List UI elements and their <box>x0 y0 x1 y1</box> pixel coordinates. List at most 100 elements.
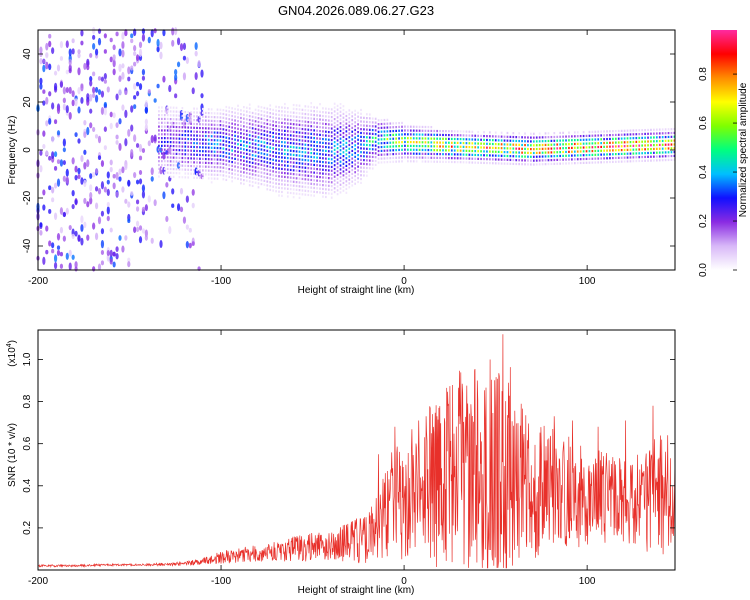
spectrogram-cell <box>322 118 324 121</box>
spectrogram-cell <box>450 157 453 160</box>
spectrogram-cell <box>512 135 515 139</box>
spectrogram-cell <box>269 108 272 111</box>
spectrogram-cell <box>325 138 327 141</box>
spectrogram-cell <box>190 153 192 156</box>
spectrogram-cell <box>383 130 386 133</box>
spectrogram-cell <box>213 177 216 180</box>
spectrogram-cell <box>626 152 629 155</box>
spectrogram-cell <box>325 111 327 114</box>
spectrogram-cell <box>401 129 403 132</box>
spectrogram-cell <box>281 121 283 124</box>
spectrogram-cell <box>325 122 327 126</box>
spectrogram-cell <box>515 162 518 166</box>
spectrogram-cell <box>286 145 289 148</box>
spectrogram-cell <box>477 134 480 137</box>
spectrogram-cell <box>182 72 187 81</box>
spectrogram-cell <box>163 152 166 155</box>
spectrogram-cell <box>363 135 365 139</box>
spectrogram-cell <box>509 135 512 139</box>
spectrogram-cell <box>204 131 207 134</box>
spectrogram-cell <box>240 113 242 116</box>
spectrogram-cell <box>172 118 175 121</box>
spectrogram-cell <box>185 241 189 249</box>
spectrogram-cell <box>471 130 474 133</box>
spectrogram-cell <box>289 118 292 122</box>
spectrogram-cell <box>363 143 365 146</box>
spectrogram-cell <box>357 111 359 114</box>
spectrogram-cell <box>325 153 327 156</box>
spectrogram-cell <box>301 108 304 111</box>
spectrogram-cell <box>301 185 304 188</box>
spectrogram-cell <box>316 133 318 136</box>
spectrogram-cell <box>266 165 269 168</box>
spectrogram-cell <box>260 125 263 128</box>
spectrogram-cell <box>357 142 359 145</box>
spectrogram-cell <box>292 149 295 153</box>
spectrogram-cell <box>248 180 251 183</box>
spectrogram-cell <box>298 112 301 115</box>
spectrogram-cell <box>289 161 292 164</box>
spectrogram-cell <box>163 171 166 174</box>
spectrogram-cell <box>330 112 333 115</box>
spectrogram-cell <box>424 145 427 148</box>
spectrogram-cell <box>243 132 245 136</box>
spectrogram-cell <box>89 108 93 114</box>
spectrogram-cell <box>559 147 562 150</box>
spectrogram-cell <box>585 161 588 164</box>
spectrogram-cell <box>144 100 148 109</box>
spectrogram-cell <box>316 179 318 182</box>
spectrogram-cell <box>254 124 257 127</box>
spectrogram-cell <box>187 145 190 148</box>
spectrogram-cell <box>366 124 368 127</box>
spectrogram-cell <box>661 155 664 158</box>
spectrogram-cell <box>219 143 222 146</box>
spectrogram-cell <box>389 153 392 156</box>
spectrogram-cell <box>251 161 254 164</box>
spectrogram-cell <box>112 54 116 61</box>
spectrogram-cell <box>576 138 579 142</box>
spectrogram-cell <box>612 160 614 164</box>
spectrogram-cell <box>284 125 286 129</box>
spectrogram-cell <box>185 57 189 64</box>
spectrogram-cell <box>374 140 377 143</box>
spectrogram-cell <box>219 112 222 115</box>
spectrogram-cell <box>310 148 313 151</box>
spectrogram-cell <box>635 156 638 159</box>
spectrogram-cell <box>395 152 398 156</box>
spectrogram-cell <box>210 150 213 153</box>
spectrogram-cell <box>456 137 459 141</box>
spectrogram-cell <box>330 192 333 195</box>
spectrogram-cell <box>257 140 260 143</box>
spectrogram-cell <box>407 144 409 147</box>
spectrogram-cell <box>225 171 228 174</box>
spectrogram-cell <box>327 184 330 187</box>
spectrogram-cell <box>474 157 477 160</box>
spectrogram-cell <box>647 148 649 151</box>
spectrogram-cell <box>386 118 389 121</box>
spectrogram-cell <box>286 183 289 187</box>
spectrogram-cell <box>193 134 195 137</box>
spectrogram-cell <box>178 114 181 117</box>
spectrogram-cell <box>190 126 192 129</box>
spectrogram-cell <box>292 123 295 126</box>
spectrogram-cell <box>89 173 93 179</box>
spectrogram-cell <box>462 157 465 160</box>
spectrogram-cell <box>348 136 351 139</box>
spectrogram-cell <box>559 162 562 165</box>
spectrogram-cell <box>325 184 327 187</box>
spectrogram-cell <box>310 102 313 105</box>
spectrogram-cell <box>530 140 532 143</box>
spectrogram-cell <box>612 137 614 140</box>
spectrogram-cell <box>439 133 441 137</box>
spectrogram-cell <box>166 144 169 147</box>
spectrogram-cell <box>430 129 433 133</box>
spectrogram-cell <box>477 157 480 160</box>
spectrogram-cell <box>269 142 272 145</box>
spectrogram-cell <box>248 126 251 129</box>
spectrogram-cell <box>284 183 286 186</box>
spectrogram-cell <box>51 186 55 194</box>
spectrogram-cell <box>301 124 304 127</box>
spectrogram-cell <box>527 151 529 154</box>
spectrogram-cell <box>234 169 236 172</box>
spectrogram-cell <box>301 120 304 123</box>
